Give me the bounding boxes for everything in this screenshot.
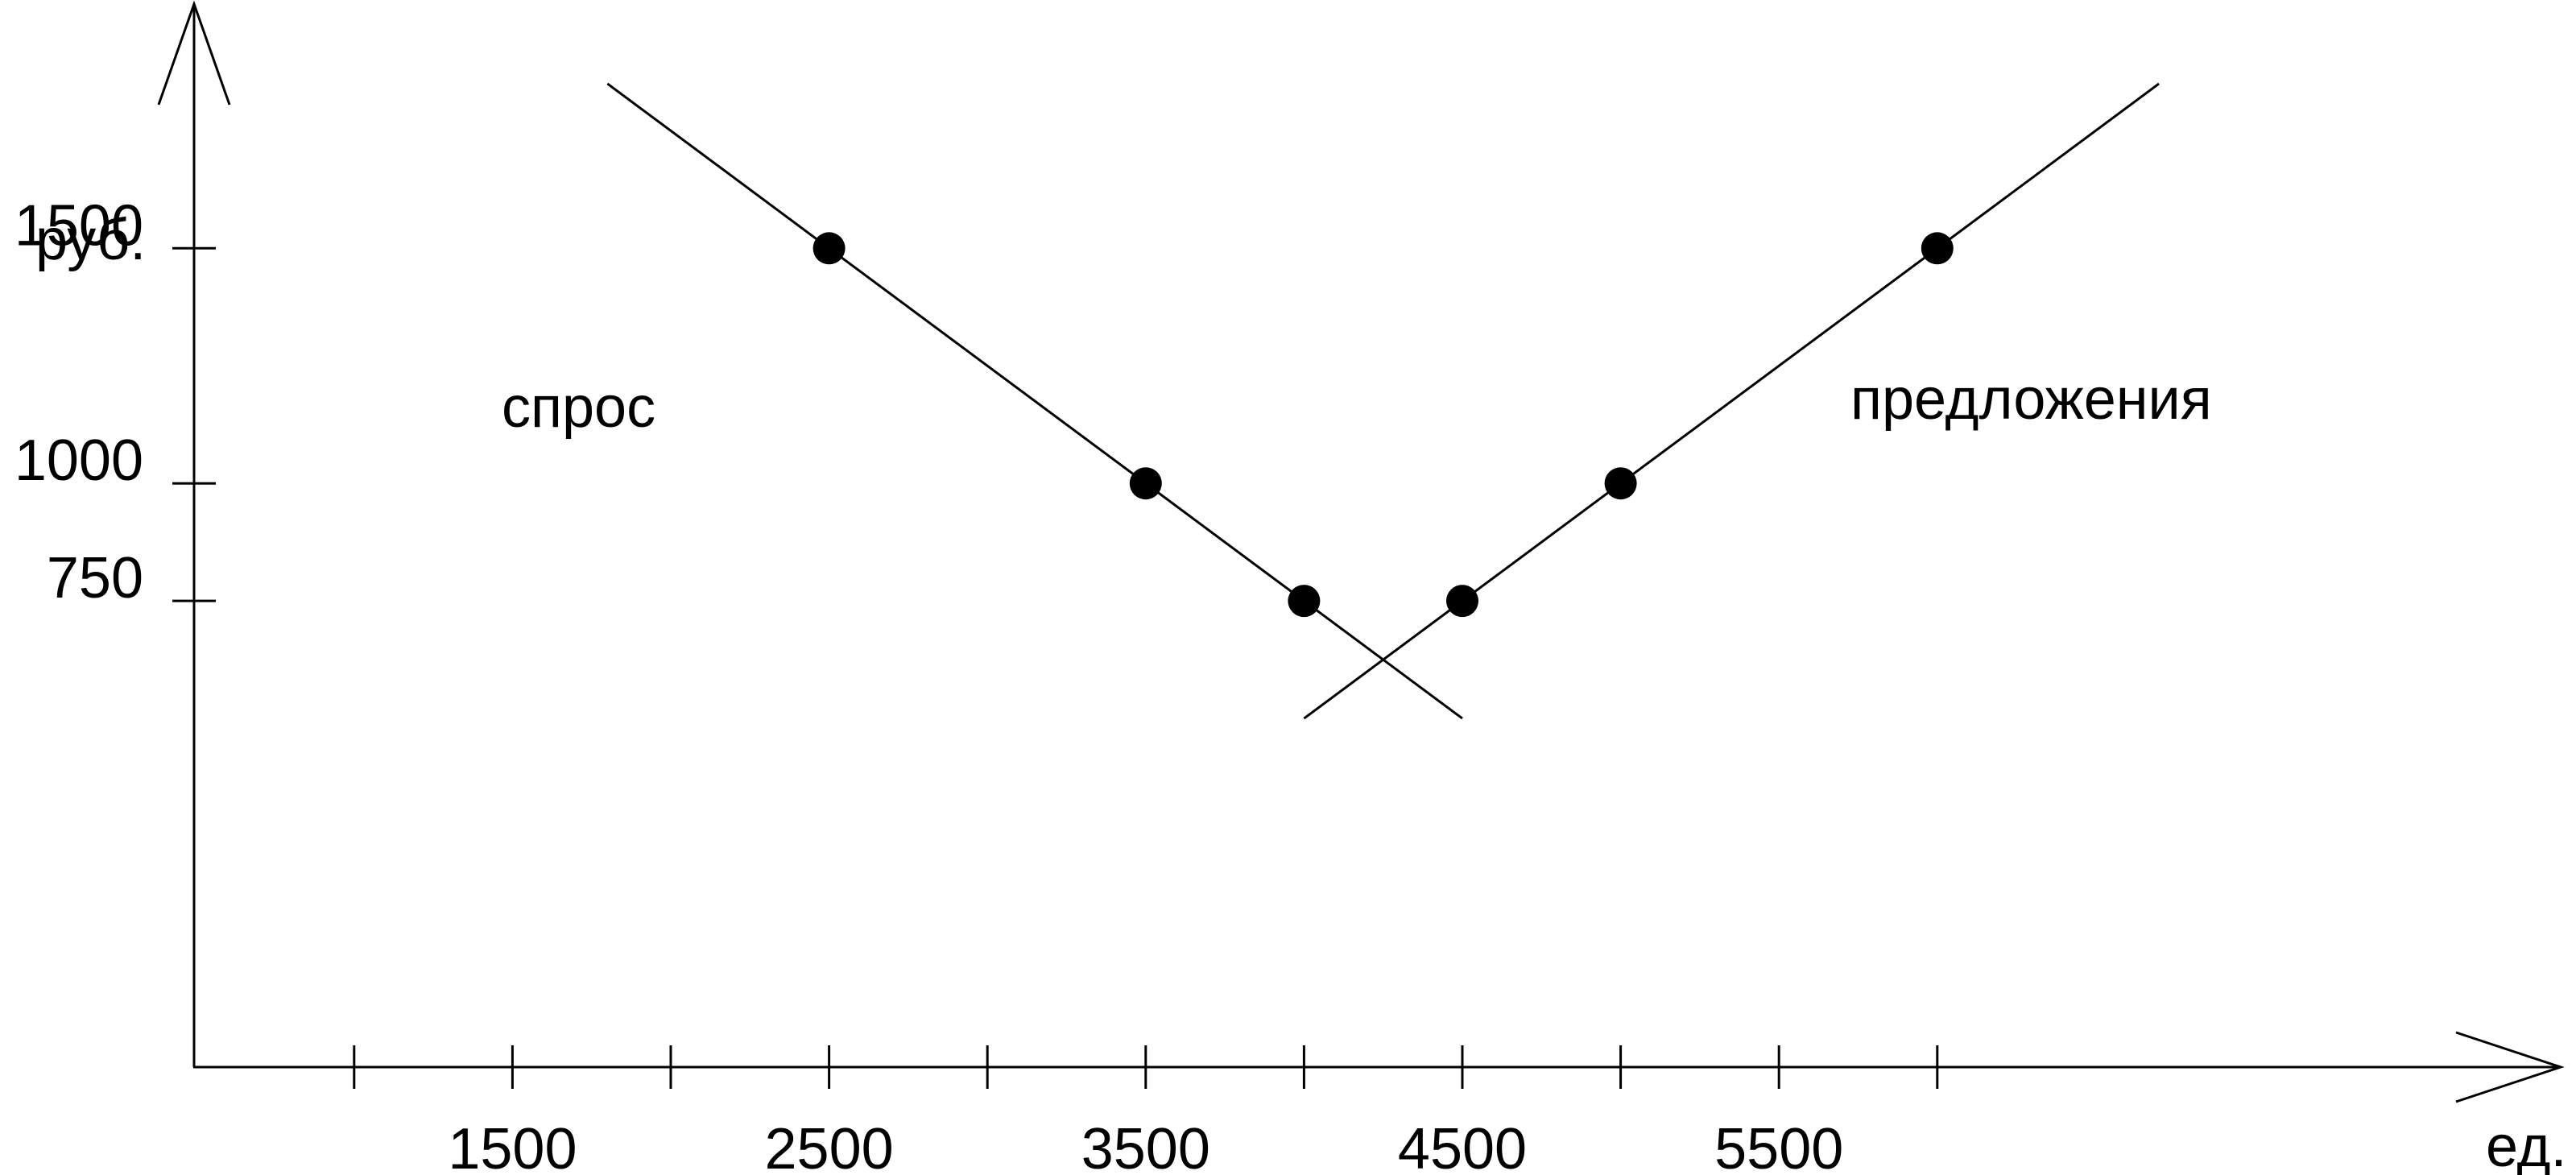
x-tick-label-5500: 5500 xyxy=(1714,1117,1843,1175)
labels: руб. ед. спрос предложения xyxy=(35,208,2566,1175)
series-line-1 xyxy=(1303,82,2160,720)
data-point-0-4000 xyxy=(1288,585,1321,618)
y-tick-label-1500: 1500 xyxy=(14,193,143,258)
data-point-1-5000 xyxy=(1604,467,1637,500)
y-axis-label: руб. xyxy=(35,208,146,272)
series-label-demand: спрос xyxy=(502,375,655,440)
x-tick-label-4500: 4500 xyxy=(1398,1117,1527,1175)
data-point-1-6000 xyxy=(1921,232,1954,265)
y-axis-arrow xyxy=(157,0,231,106)
x-tick-label-3500: 3500 xyxy=(1081,1117,1210,1175)
x-tick-label-2500: 2500 xyxy=(765,1117,894,1175)
data-point-1-4500 xyxy=(1446,585,1478,618)
series-label-supply: предложения xyxy=(1850,367,2212,432)
data-point-0-3500 xyxy=(1129,467,1162,500)
y-tick-label-750: 750 xyxy=(47,546,143,610)
y-tick-label-1000: 1000 xyxy=(14,428,143,493)
x-axis-label: ед. xyxy=(2486,1115,2566,1175)
axes xyxy=(157,0,2565,1103)
data-point-0-2500 xyxy=(812,232,846,265)
x-axis-arrow xyxy=(2455,1031,2565,1103)
series xyxy=(606,82,2160,720)
ticks: 1500 2500 3500 4500 5500 750 1000 1500 xyxy=(14,193,1939,1175)
x-tick-label-1500: 1500 xyxy=(448,1117,577,1175)
series-line-0 xyxy=(606,82,1463,720)
